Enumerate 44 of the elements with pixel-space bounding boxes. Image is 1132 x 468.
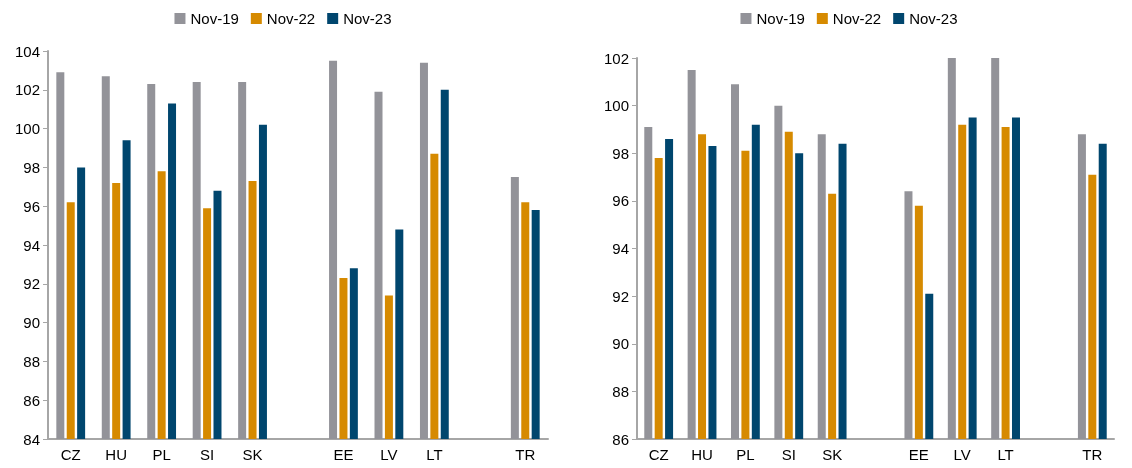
x-tick-label: PL [152,446,171,463]
x-tick-label: CZ [648,446,669,463]
x-tick-label: EE [908,446,929,463]
y-tick-label: 100 [14,120,40,138]
x-tick-label: LV [380,446,398,463]
x-tick-label: HU [691,446,713,463]
y-tick-label: 90 [23,314,40,332]
legend-label: Nov-23 [909,10,958,27]
y-tick-label: 98 [23,158,40,176]
x-tick-label: HU [105,446,128,463]
x-tick-label: EE [333,446,354,463]
x-tick-label: SI [781,446,796,463]
y-tick-label: 104 [14,42,40,60]
x-tick-label: TR [1082,446,1103,463]
y-tick-label: 102 [603,49,629,67]
legend-label: Nov-19 [190,10,239,27]
legend-label: Nov-22 [266,10,316,27]
x-tick-label: LT [997,446,1014,463]
x-tick-label: PL [736,446,755,463]
y-tick-label: 100 [603,97,629,115]
x-tick-label: TR [515,446,536,463]
legend-label: Nov-23 [343,10,392,27]
y-tick-label: 94 [23,236,40,254]
x-tick-label: LV [953,446,971,463]
y-tick-label: 92 [23,275,40,293]
x-tick-label: CZ [60,446,81,463]
y-tick-label: 88 [23,352,40,370]
legend-label: Nov-22 [832,10,882,27]
legend-label: Nov-19 [756,10,805,27]
y-tick-label: 92 [612,287,629,305]
y-tick-label: 96 [612,192,629,210]
x-tick-label: LT [426,446,443,463]
y-tick-label: 102 [14,81,40,99]
x-tick-label: SI [200,446,215,463]
y-tick-label: 88 [612,382,629,400]
y-tick-label: 86 [23,391,40,409]
y-tick-label: 96 [23,197,40,215]
y-tick-label: 84 [23,430,40,448]
y-tick-label: 86 [612,430,629,448]
y-tick-label: 90 [612,335,629,353]
x-tick-label: SK [822,446,843,463]
x-tick-label: SK [242,446,263,463]
y-tick-label: 98 [612,144,629,162]
y-tick-label: 94 [612,240,629,257]
